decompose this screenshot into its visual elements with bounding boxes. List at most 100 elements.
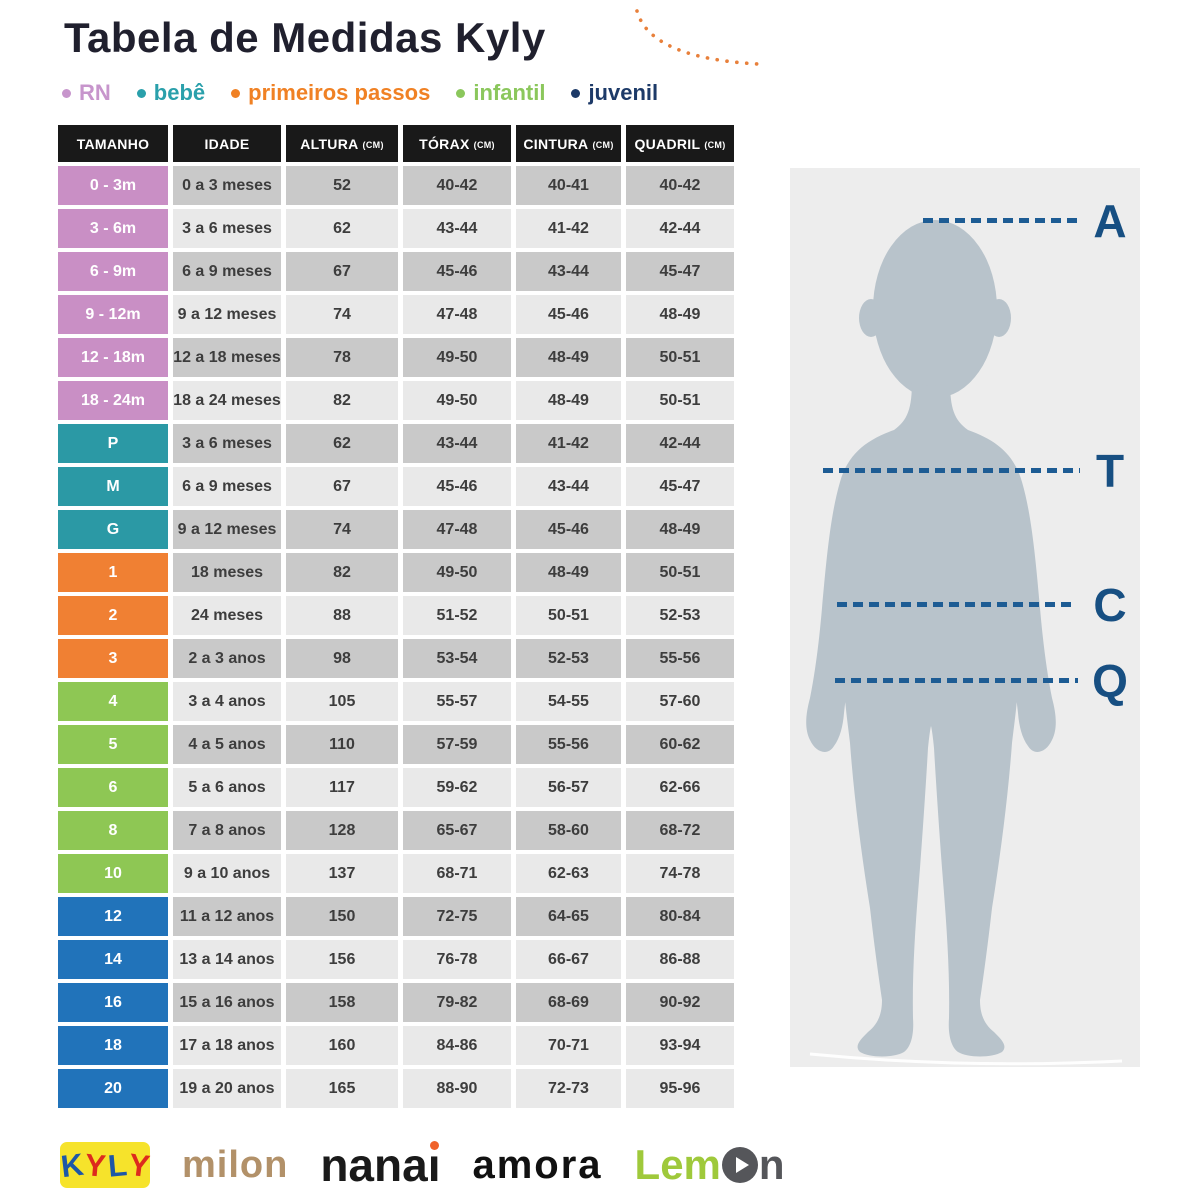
bullet-icon bbox=[456, 88, 466, 98]
torax-cell: 49-50 bbox=[403, 381, 511, 420]
altura-cell: 67 bbox=[286, 252, 398, 291]
altura-cell: 98 bbox=[286, 639, 398, 678]
cintura-cell: 43-44 bbox=[516, 467, 621, 506]
torax-cell: 59-62 bbox=[403, 768, 511, 807]
column-header-unit: (CM) bbox=[362, 140, 384, 150]
cintura-cell: 48-49 bbox=[516, 381, 621, 420]
milon-logo: milon bbox=[182, 1143, 289, 1186]
label-altura-a: A bbox=[1093, 195, 1127, 247]
size-cell: 18 bbox=[58, 1026, 168, 1065]
size-cell: 5 bbox=[58, 725, 168, 764]
column-header-unit: (CM) bbox=[473, 140, 495, 150]
torax-cell: 79-82 bbox=[403, 983, 511, 1022]
idade-cell: 4 a 5 anos bbox=[173, 725, 281, 764]
torax-cell: 88-90 bbox=[403, 1069, 511, 1108]
idade-cell: 12 a 18 meses bbox=[173, 338, 281, 377]
column-header: CINTURA (CM) bbox=[516, 125, 621, 162]
cintura-cell: 66-67 bbox=[516, 940, 621, 979]
bullet-icon bbox=[62, 88, 71, 98]
altura-cell: 160 bbox=[286, 1026, 398, 1065]
size-cell: 14 bbox=[58, 940, 168, 979]
legend-item: bebê bbox=[136, 80, 205, 106]
page-title: Tabela de Medidas Kyly bbox=[64, 14, 546, 61]
cintura-cell: 43-44 bbox=[516, 252, 621, 291]
idade-cell: 15 a 16 anos bbox=[173, 983, 281, 1022]
cintura-cell: 41-42 bbox=[516, 209, 621, 248]
quadril-cell: 40-42 bbox=[626, 166, 734, 205]
size-cell: P bbox=[58, 424, 168, 463]
idade-cell: 17 a 18 anos bbox=[173, 1026, 281, 1065]
quadril-cell: 50-51 bbox=[626, 338, 734, 377]
torax-cell: 45-46 bbox=[403, 467, 511, 506]
size-cell: 18 - 24m bbox=[58, 381, 168, 420]
quadril-cell: 86-88 bbox=[626, 940, 734, 979]
size-cell: G bbox=[58, 510, 168, 549]
cintura-cell: 72-73 bbox=[516, 1069, 621, 1108]
quadril-cell: 48-49 bbox=[626, 295, 734, 334]
idade-cell: 9 a 12 meses bbox=[173, 510, 281, 549]
legend-label: juvenil bbox=[588, 80, 659, 105]
altura-cell: 137 bbox=[286, 854, 398, 893]
cintura-cell: 41-42 bbox=[516, 424, 621, 463]
bullet-icon bbox=[231, 88, 241, 98]
label-torax-t: T bbox=[1095, 445, 1125, 497]
cintura-cell: 58-60 bbox=[516, 811, 621, 850]
altura-cell: 82 bbox=[286, 381, 398, 420]
lemon-logo: Lem n bbox=[635, 1141, 785, 1189]
altura-cell: 78 bbox=[286, 338, 398, 377]
altura-cell: 105 bbox=[286, 682, 398, 721]
kyly-letter: K bbox=[58, 1146, 86, 1184]
column-header-label: QUADRIL bbox=[634, 135, 701, 152]
altura-cell: 117 bbox=[286, 768, 398, 807]
quadril-cell: 48-49 bbox=[626, 510, 734, 549]
altura-cell: 128 bbox=[286, 811, 398, 850]
bullet-icon bbox=[136, 88, 146, 98]
idade-cell: 3 a 6 meses bbox=[173, 209, 281, 248]
size-cell: 3 bbox=[58, 639, 168, 678]
column-header-label: CINTURA bbox=[523, 135, 589, 152]
torax-cell: 84-86 bbox=[403, 1026, 511, 1065]
cintura-cell: 56-57 bbox=[516, 768, 621, 807]
altura-cell: 150 bbox=[286, 897, 398, 936]
torax-cell: 72-75 bbox=[403, 897, 511, 936]
quadril-cell: 50-51 bbox=[626, 553, 734, 592]
idade-cell: 9 a 10 anos bbox=[173, 854, 281, 893]
quadril-cell: 42-44 bbox=[626, 209, 734, 248]
size-table: TAMANHO IDADE ALTURA (CM) TÓRAX (CM) CINTURA (C… bbox=[58, 125, 734, 1108]
idade-cell: 11 a 12 anos bbox=[173, 897, 281, 936]
kyly-letter: Y bbox=[83, 1146, 108, 1184]
idade-cell: 0 a 3 meses bbox=[173, 166, 281, 205]
cintura-cell: 40-41 bbox=[516, 166, 621, 205]
idade-cell: 13 a 14 anos bbox=[173, 940, 281, 979]
idade-cell: 6 a 9 meses bbox=[173, 467, 281, 506]
torax-cell: 49-50 bbox=[403, 338, 511, 377]
altura-cell: 74 bbox=[286, 510, 398, 549]
altura-cell: 67 bbox=[286, 467, 398, 506]
child-silhouette bbox=[806, 220, 1123, 1066]
torax-cell: 45-46 bbox=[403, 252, 511, 291]
quadril-cell: 95-96 bbox=[626, 1069, 734, 1108]
torax-cell: 47-48 bbox=[403, 510, 511, 549]
nanai-dot-icon bbox=[430, 1141, 440, 1150]
quadril-cell: 68-72 bbox=[626, 811, 734, 850]
idade-cell: 3 a 4 anos bbox=[173, 682, 281, 721]
head-measure-line bbox=[923, 218, 1080, 223]
quadril-cell: 80-84 bbox=[626, 897, 734, 936]
lemon-logo-prefix: Lem bbox=[634, 1141, 721, 1188]
cintura-cell: 54-55 bbox=[516, 682, 621, 721]
quadril-cell: 45-47 bbox=[626, 467, 734, 506]
quadril-cell: 90-92 bbox=[626, 983, 734, 1022]
cintura-cell: 45-46 bbox=[516, 510, 621, 549]
idade-cell: 9 a 12 meses bbox=[173, 295, 281, 334]
column-header-label: TAMANHO bbox=[76, 135, 150, 152]
lemon-logo-suffix: n bbox=[758, 1141, 785, 1188]
altura-cell: 156 bbox=[286, 940, 398, 979]
altura-cell: 110 bbox=[286, 725, 398, 764]
legend-label: primeiros passos bbox=[248, 80, 431, 105]
torax-cell: 55-57 bbox=[403, 682, 511, 721]
label-quadril-q: Q bbox=[1092, 655, 1128, 707]
altura-cell: 88 bbox=[286, 596, 398, 635]
